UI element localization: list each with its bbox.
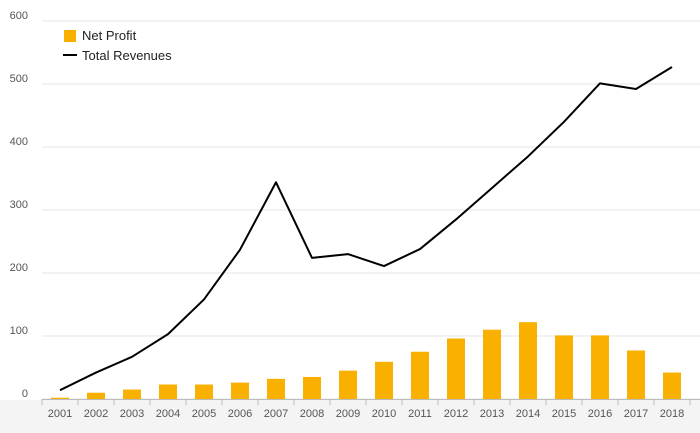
y-tick-label: 200 <box>10 262 28 274</box>
net-profit-bar <box>87 392 105 399</box>
x-tick-label: 2015 <box>552 408 576 420</box>
x-tick-label: 2009 <box>336 408 360 420</box>
x-tick-label: 2017 <box>624 408 648 420</box>
x-tick-label: 2010 <box>372 408 396 420</box>
x-axis: 2001 2002 2003 2004 2005 2006 2007 2008 2009 2010… <box>41 399 700 420</box>
x-tick-label: 2006 <box>228 408 252 420</box>
y-tick-label: 600 <box>10 10 28 22</box>
net-profit-bar <box>303 376 321 399</box>
x-tick-label: 2007 <box>264 408 288 420</box>
x-tick-label: 2001 <box>48 408 72 420</box>
net-profit-bar <box>591 335 609 399</box>
net-profit-bar <box>267 378 285 399</box>
x-tick-label: 2011 <box>408 408 432 420</box>
net-profit-bar <box>555 335 573 399</box>
x-tick-label: 2003 <box>120 408 144 420</box>
legend-swatch-net-profit <box>64 30 76 42</box>
net-profit-bar <box>231 382 249 399</box>
x-tick-label: 2004 <box>156 408 180 420</box>
x-tick-label: 2013 <box>480 408 504 420</box>
y-tick-label: 100 <box>10 325 28 337</box>
net-profit-bar <box>627 350 645 399</box>
x-tick-label: 2012 <box>444 408 468 420</box>
net-profit-bar <box>51 397 69 399</box>
net-profit-bar <box>339 370 357 399</box>
legend: Net Profit Total Revenues <box>63 28 172 63</box>
net-profit-bar <box>195 384 213 399</box>
net-profit-bar <box>483 329 501 399</box>
net-profit-bar <box>519 322 537 399</box>
x-tick-label: 2018 <box>660 408 684 420</box>
x-tick-label: 2005 <box>192 408 216 420</box>
x-tick-label: 2014 <box>516 408 540 420</box>
y-tick-label: 300 <box>10 199 28 211</box>
net-profit-bar <box>123 389 141 399</box>
legend-label-net-profit: Net Profit <box>82 28 137 43</box>
y-tick-label: 500 <box>10 73 28 85</box>
x-tick-label: 2016 <box>588 408 612 420</box>
total-revenues-line <box>59 66 673 392</box>
legend-label-total-revenues: Total Revenues <box>82 48 172 63</box>
x-tick-label: 2008 <box>300 408 324 420</box>
plot-band <box>0 400 700 433</box>
y-tick-label: 0 <box>22 388 28 400</box>
net-profit-bar <box>447 338 465 399</box>
y-axis: 0 100 200 300 400 500 600 <box>10 10 28 400</box>
net-profit-bar <box>375 361 393 399</box>
net-profit-bar <box>663 372 681 399</box>
net-profit-bar <box>411 351 429 399</box>
net-profit-bar <box>159 384 177 399</box>
x-tick-label: 2002 <box>84 408 108 420</box>
net-profit-bars <box>51 322 681 399</box>
y-tick-label: 400 <box>10 136 28 148</box>
